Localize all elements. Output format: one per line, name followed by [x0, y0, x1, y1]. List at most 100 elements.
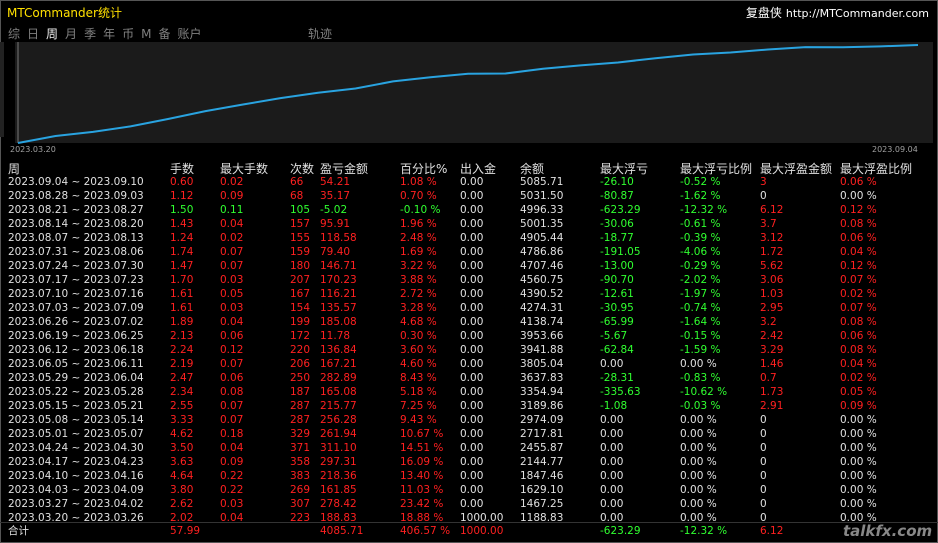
cell-8: -28.31: [600, 372, 634, 384]
table-row[interactable]: 2023.08.14 ~ 2023.08.20 1.43 0.04 157 95.91 1…: [0, 217, 938, 231]
period-tab-9[interactable]: 账户: [177, 27, 202, 41]
curve-tab[interactable]: 轨迹: [308, 27, 333, 41]
cell-8: 0.00: [600, 442, 624, 454]
column-header-10[interactable]: 最大浮盈金额: [760, 162, 833, 176]
column-header-7[interactable]: 余额: [520, 162, 545, 176]
period-tab-2[interactable]: 周: [46, 27, 59, 43]
cell-0: 2023.07.24 ~ 2023.07.30: [8, 260, 144, 272]
period-tab-4[interactable]: 季: [84, 27, 97, 41]
table-row[interactable]: 2023.06.05 ~ 2023.06.11 2.19 0.07 206 167.21…: [0, 357, 938, 371]
total-cell-9: -12.32 %: [680, 525, 728, 537]
cell-4: 54.21: [320, 176, 351, 188]
cell-4: 136.84: [320, 344, 357, 356]
table-row[interactable]: 2023.07.24 ~ 2023.07.30 1.47 0.07 180 146.71…: [0, 259, 938, 273]
equity-line: [17, 44, 919, 144]
cell-7: 1467.25: [520, 498, 564, 510]
cell-8: 0.00: [600, 414, 624, 426]
table-row[interactable]: 2023.04.10 ~ 2023.04.16 4.64 0.22 383 218.36…: [0, 469, 938, 483]
cell-6: 0.00: [460, 218, 484, 230]
cell-1: 2.13: [170, 330, 194, 342]
cell-8: -26.10: [600, 176, 634, 188]
cell-3: 307: [290, 498, 311, 510]
cell-10: 0: [760, 442, 767, 454]
period-tab-6[interactable]: 币: [122, 27, 135, 41]
cell-3: 172: [290, 330, 311, 342]
table-row[interactable]: 2023.03.20 ~ 2023.03.26 2.02 0.04 223 188.83…: [0, 511, 938, 525]
cell-9: 0.00 %: [680, 512, 717, 524]
cell-5: 1.96 %: [400, 218, 437, 230]
cell-2: 0.07: [220, 260, 244, 272]
table-row[interactable]: 2023.04.17 ~ 2023.04.23 3.63 0.09 358 297.31…: [0, 455, 938, 469]
table-row[interactable]: 2023.07.03 ~ 2023.07.09 1.61 0.03 154 135.57…: [0, 301, 938, 315]
period-tab-1[interactable]: 日: [27, 27, 40, 41]
column-header-6[interactable]: 出入金: [460, 162, 497, 176]
cell-1: 4.62: [170, 428, 194, 440]
cell-6: 0.00: [460, 190, 484, 202]
cell-3: 155: [290, 232, 311, 244]
table-row[interactable]: 2023.05.29 ~ 2023.06.04 2.47 0.06 250 282.89…: [0, 371, 938, 385]
table-row[interactable]: 2023.09.04 ~ 2023.09.10 0.60 0.02 66 54.21 1.…: [0, 175, 938, 189]
table-row[interactable]: 2023.05.22 ~ 2023.05.28 2.34 0.08 187 165.08…: [0, 385, 938, 399]
cell-1: 3.50: [170, 442, 194, 454]
table-row[interactable]: 2023.06.12 ~ 2023.06.18 2.24 0.12 220 136.84…: [0, 343, 938, 357]
table-row[interactable]: 2023.07.31 ~ 2023.08.06 1.74 0.07 159 79.40 1…: [0, 245, 938, 259]
column-header-5[interactable]: 百分比%: [400, 162, 448, 176]
column-header-0[interactable]: 周: [8, 162, 21, 176]
column-header-4[interactable]: 盈亏金额: [320, 162, 369, 176]
period-tabs: 综日周月季年币 M 备账户: [8, 25, 209, 43]
cell-11: 0.06 %: [840, 232, 877, 244]
cell-0: 2023.08.07 ~ 2023.08.13: [8, 232, 144, 244]
cell-0: 2023.05.08 ~ 2023.05.14: [8, 414, 144, 426]
cell-10: 3.12: [760, 232, 784, 244]
table-row[interactable]: 2023.06.26 ~ 2023.07.02 1.89 0.04 199 185.08…: [0, 315, 938, 329]
cell-6: 0.00: [460, 386, 484, 398]
period-tab-7[interactable]: M: [141, 27, 152, 41]
column-header-1[interactable]: 手数: [170, 162, 195, 176]
cell-11: 0.07 %: [840, 302, 877, 314]
table-row[interactable]: 2023.04.03 ~ 2023.04.09 3.80 0.22 269 161.85…: [0, 483, 938, 497]
cell-8: 0.00: [600, 498, 624, 510]
cell-8: -13.00: [600, 260, 634, 272]
table-row[interactable]: 2023.07.17 ~ 2023.07.23 1.70 0.03 207 170.23…: [0, 273, 938, 287]
cell-7: 2974.09: [520, 414, 564, 426]
period-tab-3[interactable]: 月: [65, 27, 78, 41]
cell-5: 0.30 %: [400, 330, 437, 342]
table-row[interactable]: 2023.06.19 ~ 2023.06.25 2.13 0.06 172 11.78 0…: [0, 329, 938, 343]
cell-8: -5.67: [600, 330, 628, 342]
cell-2: 0.07: [220, 246, 244, 258]
cell-4: -5.02: [320, 204, 348, 216]
cell-0: 2023.06.05 ~ 2023.06.11: [8, 358, 144, 370]
cell-5: 1.08 %: [400, 176, 437, 188]
cell-1: 2.55: [170, 400, 194, 412]
cell-0: 2023.06.19 ~ 2023.06.25: [8, 330, 144, 342]
table-row[interactable]: 2023.08.07 ~ 2023.08.13 1.24 0.02 155 118.58…: [0, 231, 938, 245]
column-header-9[interactable]: 最大浮亏比例: [680, 162, 753, 176]
table-row[interactable]: 2023.05.01 ~ 2023.05.07 4.62 0.18 329 261.94…: [0, 427, 938, 441]
cell-6: 0.00: [460, 302, 484, 314]
period-tab-8[interactable]: 备: [158, 27, 171, 41]
table-row[interactable]: 2023.05.08 ~ 2023.05.14 3.33 0.07 287 256.28…: [0, 413, 938, 427]
cell-8: -80.87: [600, 190, 634, 202]
table-row[interactable]: 2023.05.15 ~ 2023.05.21 2.55 0.07 287 215.77…: [0, 399, 938, 413]
table-row[interactable]: 2023.08.21 ~ 2023.08.27 1.50 0.11 105 -5.02 -…: [0, 203, 938, 217]
column-header-11[interactable]: 最大浮盈比例: [840, 162, 913, 176]
cell-1: 1.89: [170, 316, 194, 328]
table-row[interactable]: 2023.03.27 ~ 2023.04.02 2.62 0.03 307 278.42…: [0, 497, 938, 511]
column-header-8[interactable]: 最大浮亏: [600, 162, 649, 176]
table-row[interactable]: 2023.04.24 ~ 2023.04.30 3.50 0.04 371 311.10…: [0, 441, 938, 455]
column-header-2[interactable]: 最大手数: [220, 162, 269, 176]
cell-7: 3189.86: [520, 400, 564, 412]
cell-5: 3.28 %: [400, 302, 437, 314]
table-row[interactable]: 2023.08.28 ~ 2023.09.03 1.12 0.09 68 35.17 0.…: [0, 189, 938, 203]
column-header-3[interactable]: 次数: [290, 162, 315, 176]
cell-5: 4.68 %: [400, 316, 437, 328]
cell-5: 16.09 %: [400, 456, 444, 468]
website-link[interactable]: http://MTCommander.com: [785, 7, 929, 20]
cell-1: 1.12: [170, 190, 194, 202]
cell-3: 187: [290, 386, 311, 398]
period-tab-0[interactable]: 综: [8, 27, 21, 41]
period-tab-5[interactable]: 年: [103, 27, 116, 41]
cell-4: 118.58: [320, 232, 357, 244]
table-row[interactable]: 2023.07.10 ~ 2023.07.16 1.61 0.05 167 116.21…: [0, 287, 938, 301]
cell-3: 371: [290, 442, 311, 454]
